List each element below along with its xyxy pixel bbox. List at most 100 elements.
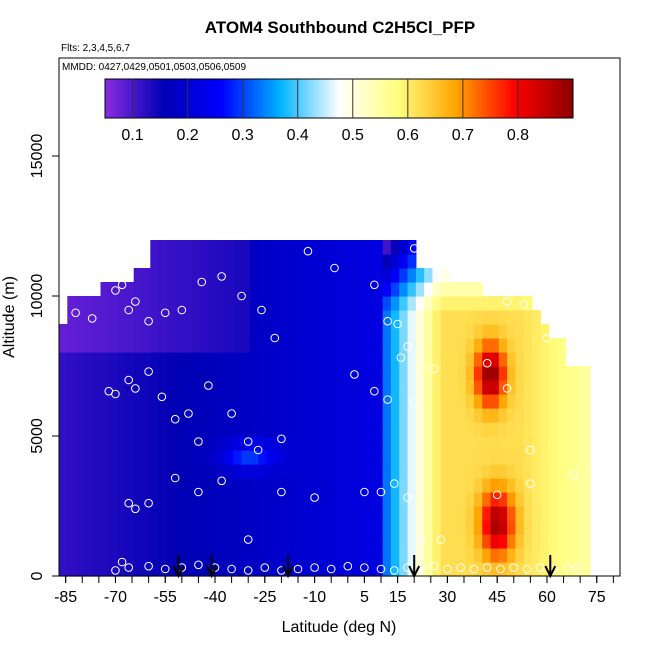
heatmap-cell (291, 282, 301, 297)
heatmap-cell (490, 310, 500, 325)
heatmap-cell (191, 450, 201, 465)
heatmap-cell (407, 506, 417, 521)
heatmap-cell (67, 422, 77, 437)
sample-point (330, 263, 339, 273)
heatmap-cell (299, 436, 309, 451)
heatmap-cell (349, 366, 359, 381)
heatmap-cell (200, 268, 209, 283)
heatmap-cell (349, 282, 359, 297)
heatmap-cell (283, 338, 292, 353)
heatmap-cell (332, 450, 342, 465)
x-tick-label: -70 (104, 589, 127, 606)
heatmap-cell (432, 422, 442, 437)
heatmap-cell (432, 478, 442, 493)
heatmap-cell (507, 338, 517, 353)
sample-point (496, 564, 505, 574)
heatmap-cell (457, 478, 467, 493)
heatmap-cell (332, 338, 342, 353)
heatmap-cell (83, 562, 93, 577)
heatmap-cell (382, 324, 392, 339)
heatmap-cell (307, 324, 317, 339)
heatmap-cell (332, 478, 342, 493)
heatmap-cell (473, 296, 483, 311)
heatmap-cell (307, 380, 317, 395)
heatmap-cell (249, 366, 259, 381)
chart-title: ATOM4 Southbound C2H5Cl_PFP (205, 18, 475, 37)
heatmap-cell (507, 422, 517, 437)
heatmap-cell (565, 506, 575, 521)
heatmap-cell (457, 408, 467, 423)
heatmap-cell (341, 408, 351, 423)
heatmap-cell (175, 534, 185, 549)
heatmap-cell (75, 408, 85, 423)
heatmap-cell (141, 534, 151, 549)
sample-point (197, 277, 207, 287)
heatmap-cell (241, 380, 251, 395)
heatmap-cell (241, 296, 251, 311)
heatmap-cell (283, 268, 292, 283)
heatmap-cell (233, 366, 243, 381)
heatmap-cell (291, 506, 301, 521)
heatmap-cell (573, 562, 583, 577)
heatmap-cell (482, 464, 492, 479)
heatmap-cell (357, 352, 367, 367)
heatmap-cell (449, 548, 458, 563)
heatmap-cell (299, 324, 309, 339)
heatmap-cell (175, 240, 185, 255)
heatmap-cell (540, 394, 550, 409)
heatmap-cell (556, 422, 566, 437)
heatmap-cell (390, 296, 400, 311)
heatmap-cell (498, 394, 508, 409)
heatmap-cell (59, 506, 68, 521)
heatmap-cell (324, 338, 334, 353)
heatmap-cell (498, 506, 508, 521)
sample-point (144, 498, 153, 508)
heatmap-cell (540, 422, 550, 437)
heatmap-cell (399, 254, 409, 269)
heatmap-cell (158, 408, 168, 423)
sample-point (492, 490, 502, 500)
heatmap-cell (83, 520, 93, 535)
heatmap-cell (117, 506, 126, 521)
heatmap-cell (224, 548, 234, 563)
heatmap-cell (233, 310, 243, 325)
colorbar: 0.1 0.2 0.3 0.4 0.5 0.6 0.7 0.8 (104, 78, 574, 144)
heatmap-cell (125, 436, 135, 451)
heatmap-cell (581, 422, 591, 437)
heatmap-cell (283, 240, 292, 255)
heatmap-cell (92, 450, 102, 465)
heatmap-cell (307, 520, 317, 535)
heatmap-cell (175, 324, 185, 339)
sample-point (519, 300, 529, 309)
heatmap-cell (366, 520, 375, 535)
heatmap-cell (158, 422, 168, 437)
heatmap-cell (573, 520, 583, 535)
heatmap-cell (283, 436, 292, 451)
heatmap-cell (532, 366, 541, 381)
sample-point (360, 487, 369, 497)
heatmap-cell (75, 394, 85, 409)
heatmap-cell (440, 366, 450, 381)
heatmap-cell (565, 478, 575, 493)
heatmap-cell (316, 324, 326, 339)
heatmap-cell (92, 506, 102, 521)
heatmap-cell (307, 394, 317, 409)
heatmap-cell (316, 352, 326, 367)
heatmap-cell (249, 478, 259, 493)
sample-point (403, 342, 412, 351)
heatmap-cell (125, 366, 135, 381)
sample-point (243, 437, 253, 446)
heatmap-cell (150, 338, 160, 353)
heatmap-cell (150, 478, 160, 493)
heatmap-cell (258, 268, 268, 283)
heatmap-cell (200, 352, 209, 367)
heatmap-cell (216, 324, 226, 339)
heatmap-cell (341, 520, 351, 535)
heatmap-cell (100, 506, 110, 521)
heatmap-cell (100, 562, 110, 577)
heatmap-cell (283, 408, 292, 423)
heatmap-cell (407, 478, 417, 493)
heatmap-cell (266, 338, 276, 353)
heatmap-cell (266, 310, 276, 325)
heatmap-cell (482, 296, 492, 311)
